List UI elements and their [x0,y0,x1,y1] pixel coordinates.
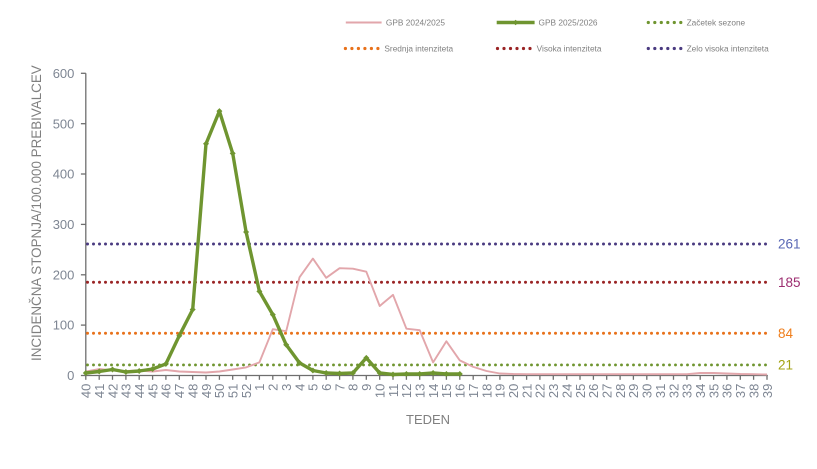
svg-text:39: 39 [760,384,775,398]
svg-text:30: 30 [640,384,655,398]
svg-text:4: 4 [292,384,307,391]
svg-text:26: 26 [586,384,601,398]
svg-text:21: 21 [778,358,793,373]
svg-text:17: 17 [466,384,481,398]
svg-text:GPB 2025/2026: GPB 2025/2026 [539,18,598,28]
svg-text:25: 25 [573,384,588,398]
svg-text:0: 0 [67,368,74,383]
svg-text:11: 11 [386,384,401,398]
svg-text:38: 38 [746,384,761,398]
svg-text:185: 185 [778,275,801,290]
svg-text:200: 200 [53,267,75,282]
svg-text:45: 45 [145,384,160,398]
svg-text:TEDEN: TEDEN [406,412,450,427]
svg-text:1: 1 [252,384,267,391]
svg-text:44: 44 [132,384,147,398]
svg-text:48: 48 [186,384,201,398]
svg-text:13: 13 [413,384,428,398]
svg-text:9: 9 [359,384,374,391]
svg-text:GPB 2024/2025: GPB 2024/2025 [386,18,445,28]
svg-text:Začetek sezone: Začetek sezone [687,18,746,28]
svg-text:500: 500 [53,116,75,131]
svg-text:20: 20 [506,384,521,398]
svg-text:46: 46 [159,384,174,398]
svg-text:21: 21 [519,384,534,398]
svg-text:28: 28 [613,384,628,398]
svg-text:84: 84 [778,326,794,341]
svg-text:19: 19 [493,384,508,398]
svg-text:15: 15 [439,384,454,398]
svg-text:INCIDENČNA STOPNJA/100.000 P: INCIDENČNA STOPNJA/100.000 PREBIVALCEV [29,65,44,361]
svg-text:40: 40 [79,384,94,398]
svg-text:8: 8 [346,384,361,391]
svg-text:42: 42 [105,384,120,398]
svg-text:27: 27 [600,384,615,398]
svg-text:400: 400 [53,167,75,182]
svg-text:31: 31 [653,384,668,398]
svg-text:10: 10 [373,384,388,398]
svg-text:37: 37 [733,384,748,398]
svg-text:32: 32 [666,384,681,398]
svg-text:36: 36 [720,384,735,398]
svg-text:Visoka intenziteta: Visoka intenziteta [537,44,602,54]
svg-text:100: 100 [53,318,75,333]
svg-text:6: 6 [319,384,334,391]
svg-text:49: 49 [199,384,214,398]
svg-text:12: 12 [399,384,414,398]
svg-text:24: 24 [560,384,575,398]
svg-text:52: 52 [239,384,254,398]
svg-text:5: 5 [306,384,321,391]
svg-text:16: 16 [453,384,468,398]
svg-text:7: 7 [332,384,347,391]
svg-text:600: 600 [53,66,75,81]
svg-text:33: 33 [680,384,695,398]
svg-text:47: 47 [172,384,187,398]
svg-text:50: 50 [212,384,227,398]
svg-text:14: 14 [426,384,441,398]
svg-text:22: 22 [533,384,548,398]
svg-text:51: 51 [226,384,241,398]
svg-text:34: 34 [693,384,708,398]
svg-text:35: 35 [706,384,721,398]
svg-text:18: 18 [479,384,494,398]
svg-text:300: 300 [53,217,75,232]
svg-text:Zelo visoka intenziteta: Zelo visoka intenziteta [687,44,769,54]
svg-text:261: 261 [778,237,801,252]
svg-text:29: 29 [626,384,641,398]
svg-text:41: 41 [92,384,107,398]
svg-text:23: 23 [546,384,561,398]
svg-text:3: 3 [279,384,294,391]
svg-text:Srednja intenziteta: Srednja intenziteta [384,44,453,54]
svg-text:43: 43 [119,384,134,398]
svg-text:2: 2 [266,384,281,391]
